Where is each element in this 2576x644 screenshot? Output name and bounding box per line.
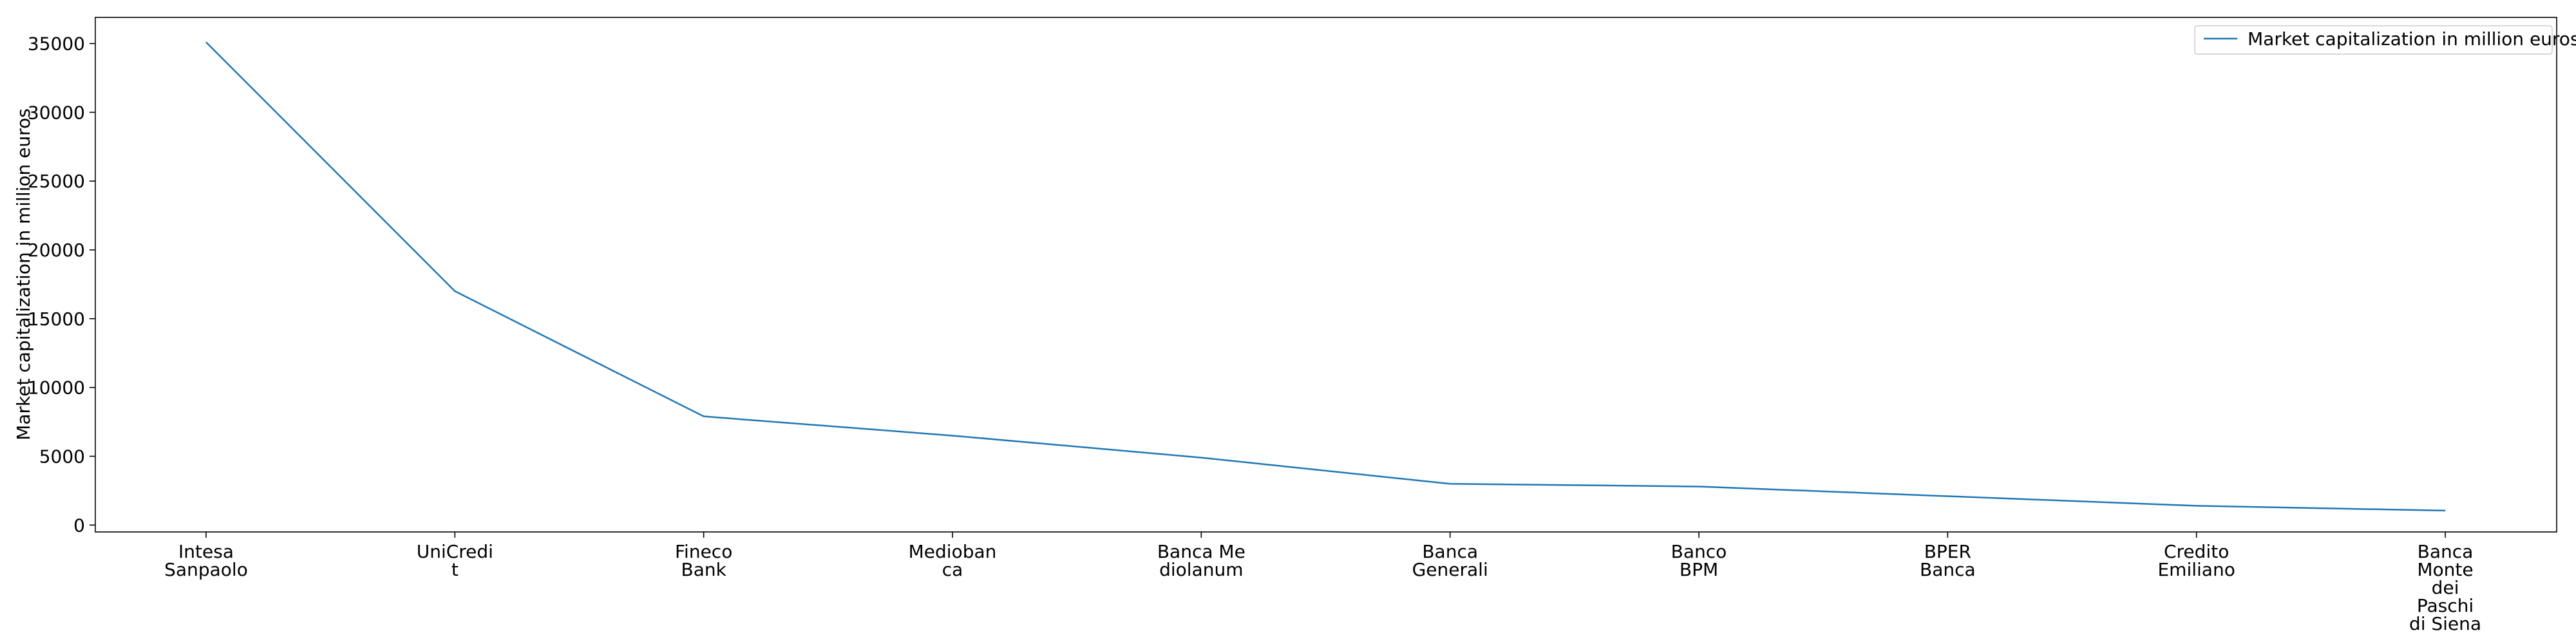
x-tick-label-line: Banca [2418, 541, 2474, 562]
x-tick-label: Credito Emiliano [2157, 541, 2235, 580]
y-tick-label: 10000 [28, 377, 85, 399]
x-tick-label-line: Monte [2417, 559, 2473, 580]
x-tick-label: Medioban ca [909, 541, 997, 580]
x-tick-label: BPER Banca [1920, 541, 1976, 580]
x-tick-label: Banco BPM [1671, 541, 1727, 580]
x-tick-label-line: BPER [1924, 541, 1971, 562]
x-tick-label-line: Credito [2164, 541, 2229, 562]
legend: Market capitalization in million euros [2194, 25, 2576, 55]
y-tick-label: 30000 [28, 102, 85, 123]
x-tick-label-line: Banco [1671, 541, 1727, 562]
x-tick-label: Banca Me diolanum [1157, 541, 1245, 580]
y-tick-label: 25000 [28, 171, 85, 192]
series-line [205, 41, 2446, 512]
x-tick-label-line: ca [942, 559, 963, 580]
plot-frame [95, 17, 2557, 533]
x-tick-label: Banca Monte dei Paschi di Siena [2409, 541, 2481, 634]
x-tick-label-line: Fineco [675, 541, 732, 562]
plot-area: 0 5000 10000 15000 20000 25000 30000 35000 Intes… [28, 17, 2557, 634]
x-tick-label: Banca Generali [1412, 541, 1488, 580]
y-tick-label: 35000 [28, 33, 85, 55]
x-tick-label: Intesa Sanpaolo [164, 541, 248, 580]
x-tick-label: UniCredi t [417, 541, 493, 580]
y-axis-label: Market capitalization in million euros [13, 108, 34, 440]
x-tick-label: Fineco Bank [675, 541, 732, 580]
x-tick-label-line: Generali [1412, 559, 1488, 580]
x-tick-label-line: Paschi [2417, 595, 2474, 616]
x-tick-label-line: diolanum [1159, 559, 1243, 580]
x-tick-label-line: Bank [681, 559, 727, 580]
x-tick-label-line: Emiliano [2157, 559, 2235, 580]
y-tick-label: 15000 [28, 308, 85, 330]
y-tick-label: 5000 [39, 446, 85, 468]
x-tick-label-line: dei [2432, 577, 2459, 598]
x-tick-label-line: Intesa [178, 541, 234, 562]
x-tick-label-line: Banca [1920, 559, 1976, 580]
x-tick-label-line: Medioban [909, 541, 997, 562]
legend-box [2194, 25, 2553, 55]
legend-label: Market capitalization in million euros [2248, 28, 2576, 50]
y-tick-label: 0 [73, 515, 85, 536]
y-tick-label: 20000 [28, 240, 85, 261]
x-tick-label-line: Banca Me [1157, 541, 1245, 562]
x-tick-label-line: Sanpaolo [164, 559, 248, 580]
x-tick-label-line: UniCredi [417, 541, 493, 562]
x-tick-label-line: di Siena [2409, 613, 2481, 634]
x-tick-label-line: Banca [1422, 541, 1478, 562]
x-tick-label-line: BPM [1680, 559, 1718, 580]
x-tick-label-line: t [451, 559, 459, 580]
